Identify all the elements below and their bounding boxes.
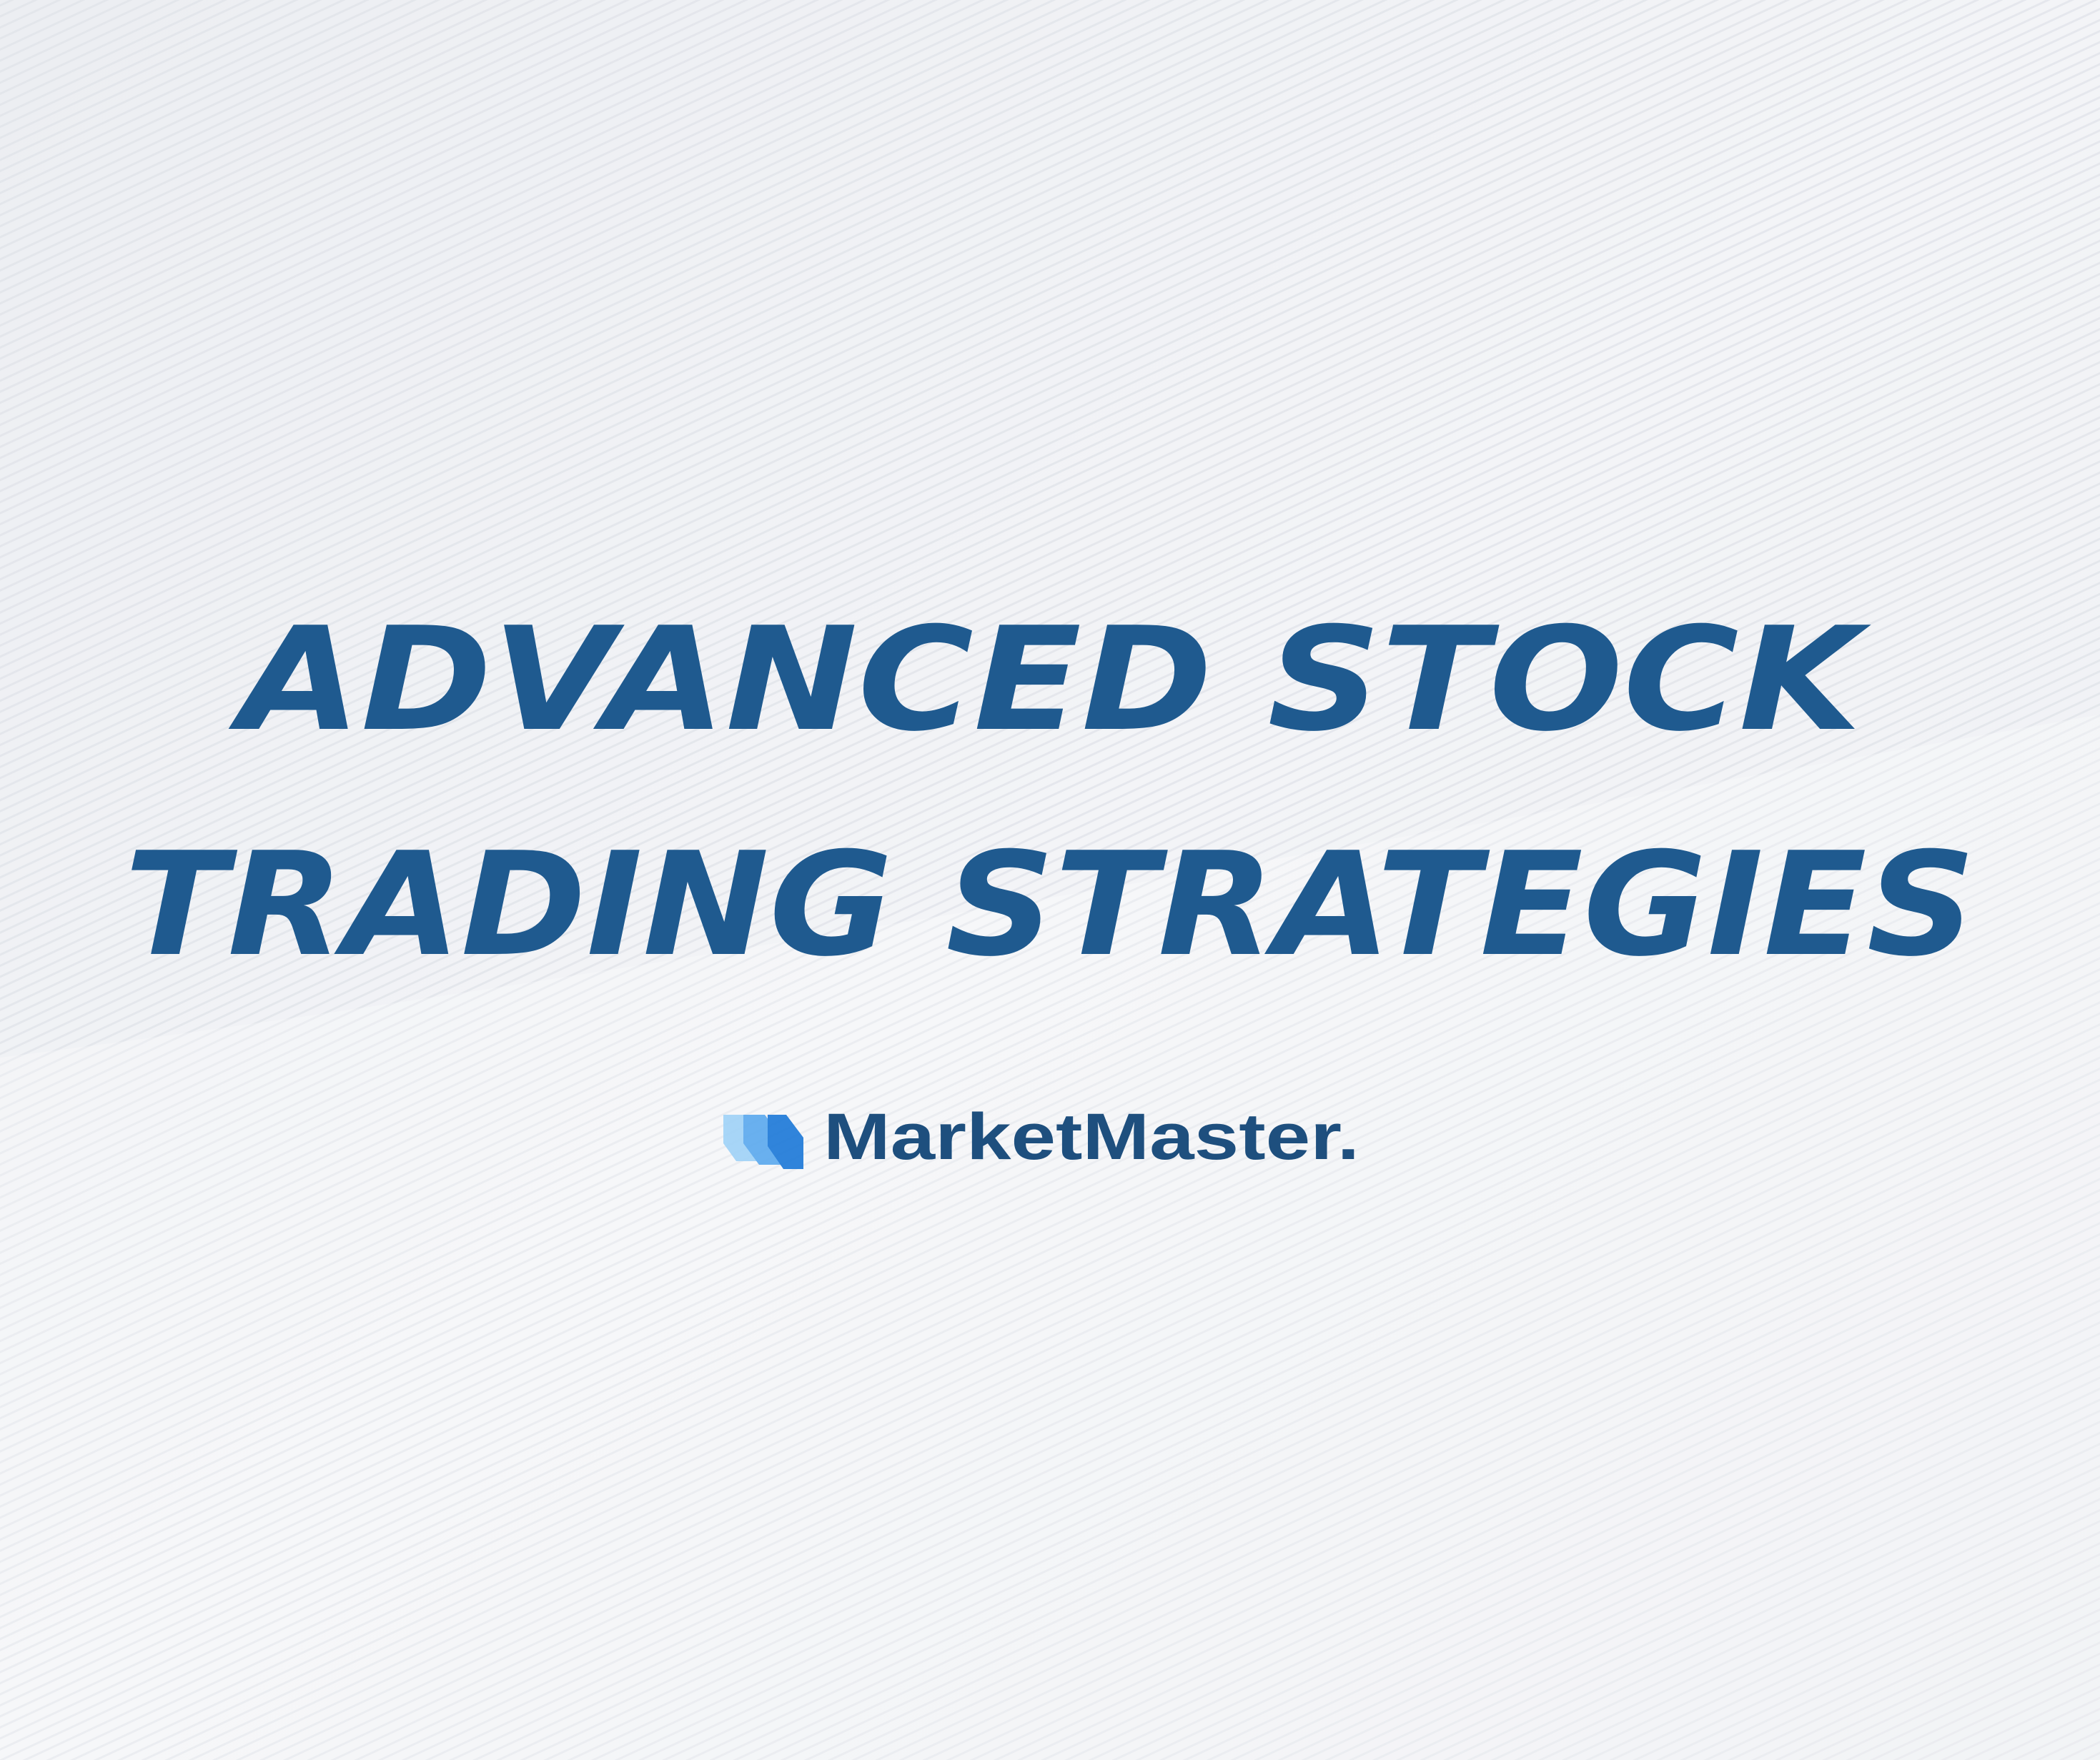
- title-line: ADVANCED STOCK: [229, 597, 1872, 763]
- title-line: TRADING STRATEGIES: [124, 822, 1976, 988]
- brand-logo-icon: [723, 1115, 803, 1169]
- wave: [0, 715, 2100, 1760]
- brand-name: MarketMaster.: [823, 1100, 1359, 1173]
